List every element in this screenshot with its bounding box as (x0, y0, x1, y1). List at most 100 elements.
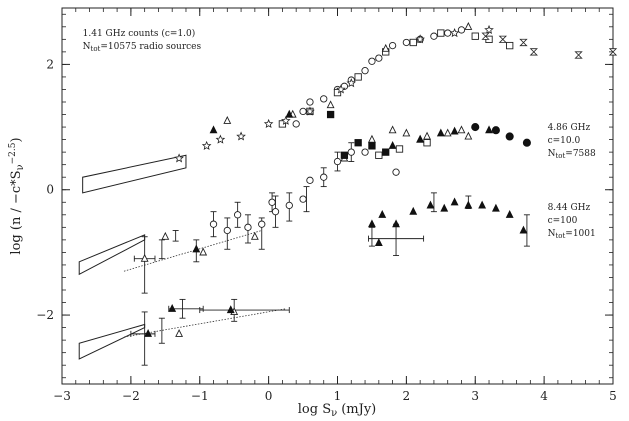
y-tick-label: 0 (46, 183, 54, 197)
point-star (174, 153, 184, 163)
point-triangle (368, 134, 376, 143)
point-triangle (223, 115, 232, 124)
x-tick-label: −2 (122, 389, 140, 403)
point-filled-square (354, 139, 362, 147)
point-filled-triangle (485, 125, 493, 134)
model-box (78, 234, 146, 276)
x-axis-title: log Sν (mJy) (298, 402, 376, 419)
point-circle (299, 195, 307, 203)
point-filled-triangle (426, 200, 435, 209)
point-triangle (175, 329, 184, 337)
point-filled-triangle (450, 197, 459, 206)
point-circle (361, 67, 369, 75)
point-filled-triangle (209, 125, 218, 134)
x-tick-label: 4 (540, 389, 548, 403)
point-circle (392, 168, 400, 176)
point-filled-square (382, 148, 390, 156)
point-filled-triangle (285, 109, 294, 118)
x-axis-title-unit: (mJy) (341, 402, 376, 417)
point-triangle (161, 231, 170, 240)
point-circle (285, 201, 293, 210)
point-filled-triangle (368, 219, 376, 228)
point-triangle (402, 128, 411, 137)
point-triangle (423, 131, 431, 140)
point-circle (233, 211, 242, 219)
point-circle (244, 223, 252, 231)
point-circle (368, 57, 376, 65)
point-square (409, 38, 417, 47)
annotation-line: Ntot=10575 radio sources (83, 42, 202, 53)
point-square (437, 29, 445, 37)
y-axis-title-main: log (n / −c*S (9, 170, 24, 254)
point-star (201, 140, 212, 150)
point-triangle (464, 21, 473, 30)
point-filled-triangle (416, 134, 425, 143)
fit-lines (123, 230, 286, 338)
point-filled-triangle (478, 200, 487, 209)
point-circle (299, 107, 307, 116)
axis-ticks: −3 −2 −1 0 1 2 3 4 5 −2 0 2 (36, 8, 617, 403)
point-filled-triangle (519, 225, 528, 234)
point-filled-triangle (409, 206, 418, 215)
point-circle (444, 29, 452, 37)
y-axis-title-end: ) (9, 137, 24, 142)
point-circle (402, 38, 411, 47)
point-filled-triangle (192, 244, 201, 253)
point-square (354, 73, 362, 81)
point-filled-circle (491, 126, 500, 135)
x-tick-label: 1 (334, 389, 342, 403)
point-filled-triangle (378, 209, 387, 218)
point-hourglass (608, 48, 618, 56)
point-circle (292, 120, 300, 128)
annotation-n-symbol: N (83, 42, 91, 52)
point-star (281, 115, 291, 125)
annotation-subscript: tot (555, 232, 565, 240)
annotation-a141: 1.41 GHz counts (c=1.0) Ntot=10575 radio … (83, 28, 202, 53)
point-circle (268, 198, 276, 206)
error-bar (133, 236, 156, 294)
annotation-line: 8.44 GHz (548, 203, 591, 213)
point-hourglass (529, 48, 538, 56)
error-bar (130, 311, 156, 366)
model-box (78, 323, 146, 360)
point-hourglass (498, 35, 507, 43)
point-square (395, 145, 404, 153)
point-filled-triangle (388, 141, 397, 149)
point-square (506, 41, 514, 50)
model-boxes (78, 154, 187, 360)
point-hourglass (574, 51, 583, 59)
point-circle (271, 208, 280, 216)
point-filled-circle (471, 123, 480, 132)
point-triangle (199, 247, 208, 256)
x-axis-title-main: log S (298, 402, 331, 417)
annotation-line: c=10.0 (548, 136, 581, 146)
point-circle (306, 98, 314, 106)
point-triangle (388, 125, 397, 134)
annotation-value: =1001 (565, 229, 595, 239)
point-star (236, 131, 246, 141)
model-box (82, 154, 187, 194)
point-triangle (457, 125, 466, 134)
point-filled-triangle (374, 238, 383, 247)
point-star (415, 34, 425, 44)
point-circle (320, 95, 328, 103)
x-tick-label: 0 (265, 389, 273, 403)
error-bar (172, 230, 179, 242)
data-points (140, 21, 618, 337)
point-circle (333, 157, 342, 166)
point-circle (388, 41, 397, 50)
fit-line (123, 308, 286, 338)
annotation-line: Ntot=1001 (548, 229, 596, 240)
x-axis-title-sub: ν (331, 408, 337, 419)
annotation-line: 4.86 GHz (548, 123, 591, 133)
point-triangle (140, 253, 149, 262)
point-circle (306, 176, 314, 184)
point-filled-triangle (168, 303, 177, 312)
annotation-line: Ntot=7588 (548, 149, 596, 160)
error-bar (368, 226, 375, 247)
annotation-n-symbol: N (548, 229, 556, 239)
annotation-value: =7588 (565, 149, 596, 159)
x-tick-label: 2 (403, 389, 411, 403)
point-circle (430, 32, 438, 40)
